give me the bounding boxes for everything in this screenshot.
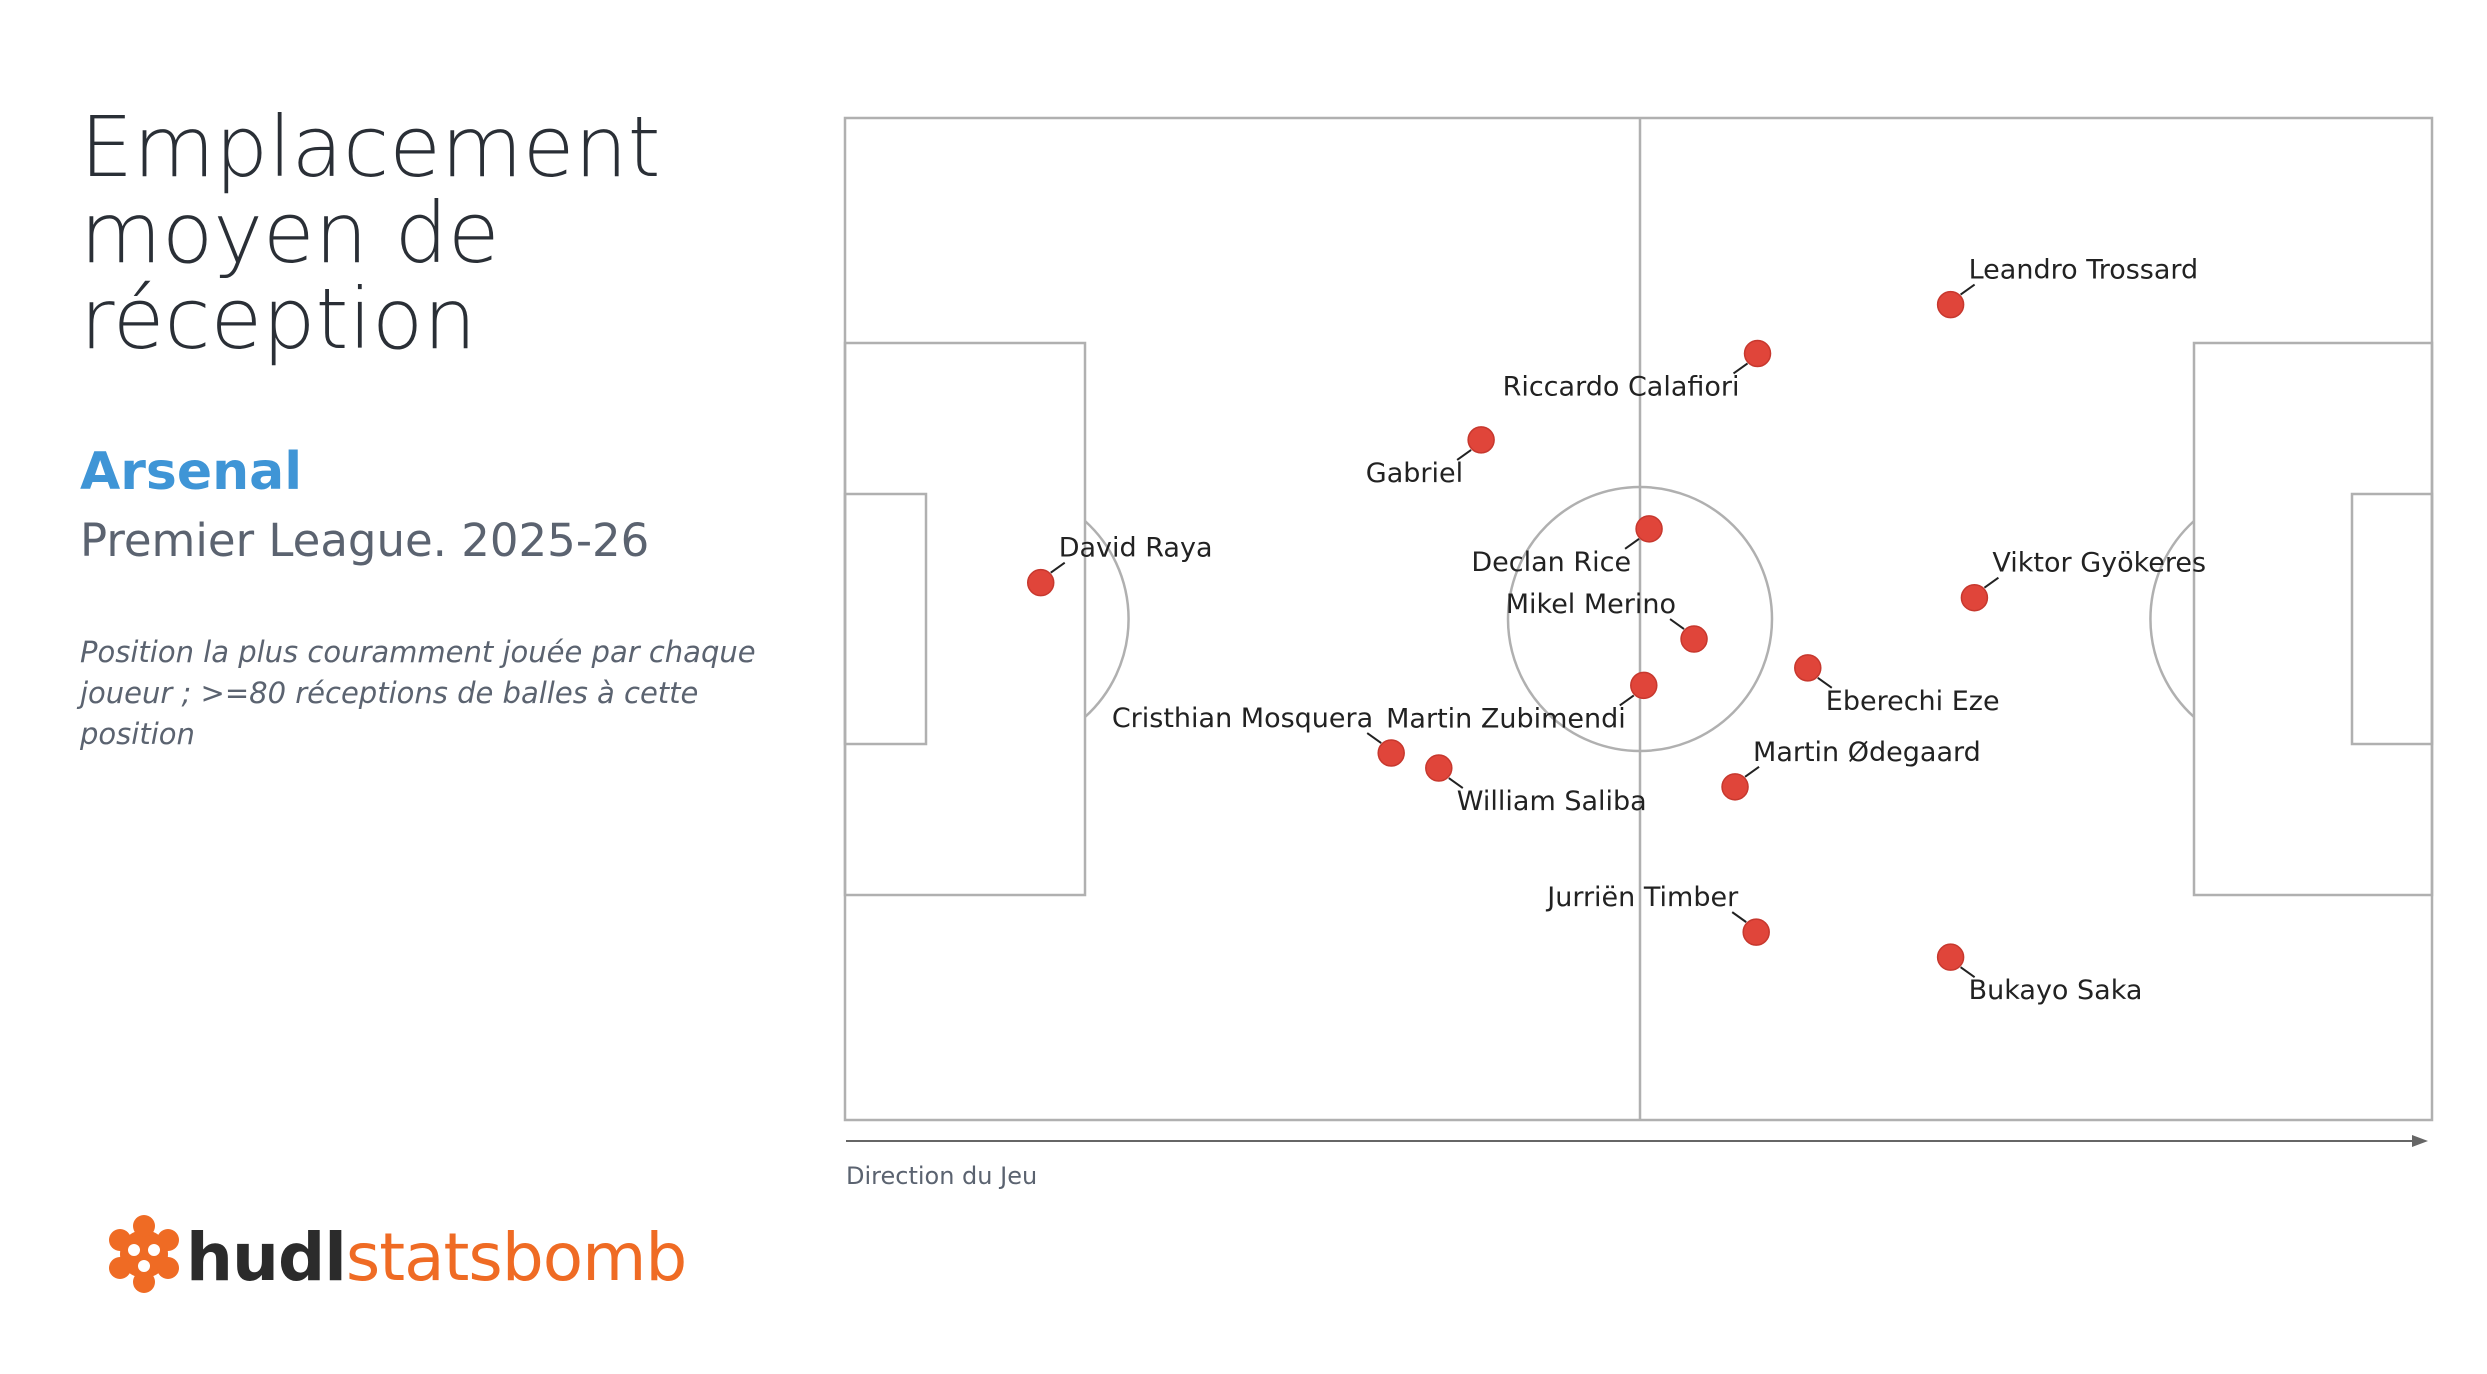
hudl-statsbomb-logo-icon: [109, 1215, 179, 1293]
player-label: Riccardo Calafiori: [1503, 371, 1740, 402]
player-marker: [1960, 583, 1989, 612]
chart-note: Position la plus couramment jouée par ch…: [80, 632, 820, 755]
player-leader-line: [1669, 618, 1685, 630]
right-penalty-arc: [2149, 520, 2195, 718]
player-label: Bukayo Saka: [1969, 975, 2143, 1006]
player-marker: [1377, 739, 1405, 767]
chart-note-line-2: joueur ; >=80 réceptions de balles à cet…: [80, 676, 699, 751]
player-marker: [1467, 426, 1495, 454]
player-cristhian-mosquera: Cristhian Mosquera: [1112, 703, 1405, 767]
competition-subtitle: Premier League. 2025-26: [80, 514, 650, 567]
player-label: Gabriel: [1366, 458, 1463, 489]
player-martin-zubimendi: Martin Zubimendi: [1386, 671, 1658, 734]
player-riccardo-calafiori: Riccardo Calafiori: [1503, 339, 1772, 402]
chart-title-line-3: réception: [80, 270, 477, 368]
chart-title: Emplacement moyen de réception: [80, 104, 661, 362]
player-leader-line: [1448, 777, 1464, 789]
direction-arrow: [846, 1135, 2428, 1147]
player-william-saliba: William Saliba: [1425, 754, 1647, 817]
player-leader-line: [1817, 677, 1833, 689]
right-six-yard-box: [2350, 492, 2434, 746]
pitch-markings: [843, 116, 2434, 1122]
left-penalty-arc: [1084, 520, 1130, 718]
player-label: Leandro Trossard: [1969, 255, 2199, 286]
player-leandro-trossard: Leandro Trossard: [1936, 255, 2199, 319]
player-leader-line: [1050, 561, 1066, 574]
player-label: Declan Rice: [1471, 547, 1631, 578]
player-leader-line: [1619, 694, 1635, 707]
player-marker: [1680, 625, 1708, 653]
player-martin-odegaard: Martin Ødegaard: [1721, 737, 1981, 801]
player-label: Eberechi Eze: [1826, 686, 2000, 717]
player-leader-line: [1960, 283, 1976, 296]
player-eberechi-eze: Eberechi Eze: [1794, 654, 2000, 717]
player-leader-line: [1366, 732, 1382, 744]
chart-title-line-1: Emplacement: [80, 98, 661, 196]
player-bukayo-saka: Bukayo Saka: [1936, 943, 2143, 1006]
player-declan-rice: Declan Rice: [1471, 515, 1663, 578]
left-six-yard-box: [843, 492, 928, 746]
centre-circle: [1506, 485, 1774, 753]
player-marker: [1743, 339, 1772, 368]
player-marker: [1026, 568, 1055, 597]
team-name: Arsenal: [80, 442, 303, 502]
player-label: Martin Ødegaard: [1753, 737, 1981, 768]
direction-label: Direction du Jeu: [846, 1162, 1037, 1190]
player-label: Mikel Merino: [1506, 589, 1676, 620]
player-marker: [1936, 943, 1965, 971]
player-jurrien-timber: Jurriën Timber: [1545, 882, 1770, 946]
player-label: Cristhian Mosquera: [1112, 703, 1373, 734]
player-label: Martin Zubimendi: [1386, 703, 1626, 734]
player-leader-line: [1731, 911, 1747, 923]
player-marker: [1794, 654, 1822, 682]
player-david-raya: David Raya: [1026, 533, 1213, 597]
player-marker: [1630, 671, 1658, 700]
logo-hudl-text: hudl: [186, 1219, 347, 1296]
player-leader-line: [1744, 766, 1760, 778]
player-marker: [1425, 754, 1453, 782]
logo-statsbomb-text: statsbomb: [345, 1219, 687, 1296]
player-leader-line: [1624, 538, 1640, 550]
direction-arrow-head: [2412, 1135, 2428, 1147]
chart-note-line-1: Position la plus couramment jouée par ch…: [80, 635, 756, 669]
logo-wordmark: hudlstatsbomb: [186, 1219, 687, 1296]
left-penalty-area: [843, 341, 1087, 897]
player-marker: [1936, 290, 1965, 319]
player-gabriel: Gabriel: [1366, 426, 1495, 489]
chart-title-line-2: moyen de: [80, 184, 500, 282]
player-marker: [1742, 918, 1770, 946]
player-viktor-gyokeres: Viktor Gyökeres: [1960, 548, 2206, 612]
player-leader-line: [1456, 449, 1472, 461]
player-marker: [1721, 773, 1749, 801]
player-label: William Saliba: [1457, 786, 1647, 817]
player-label: Jurriën Timber: [1545, 882, 1739, 913]
player-leader-line: [1960, 966, 1976, 978]
right-penalty-area: [2192, 341, 2434, 897]
player-markers: David Raya Gabriel Cristhian Mosquera Willi…: [1026, 255, 2206, 1006]
player-leader-line: [1983, 576, 1999, 589]
player-mikel-merino: Mikel Merino: [1506, 589, 1708, 653]
player-label: David Raya: [1059, 533, 1213, 564]
player-marker: [1635, 515, 1663, 543]
player-leader-line: [1732, 362, 1749, 375]
player-label: Viktor Gyökeres: [1992, 548, 2206, 579]
